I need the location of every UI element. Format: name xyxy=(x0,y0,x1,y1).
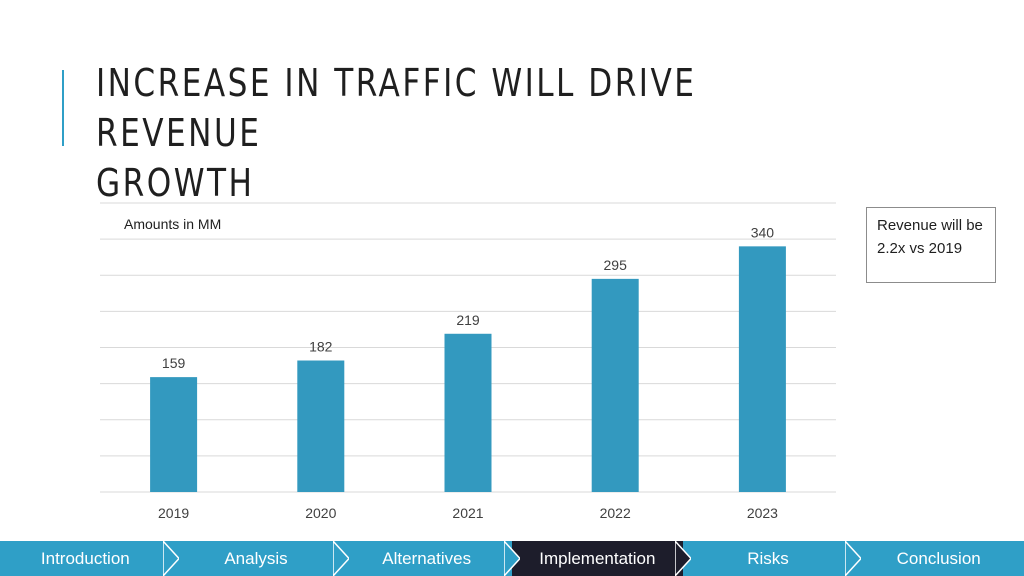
chart-data-labels: 159 182 219 295 340 xyxy=(162,224,774,371)
chart-bar-2023 xyxy=(738,246,786,492)
chart-data-label-2023: 340 xyxy=(751,224,775,240)
revenue-bar-chart: 159 182 219 295 340 2019 2020 2021 2022 2023 Amo… xyxy=(100,202,836,521)
nav-tab-risks[interactable]: Risks xyxy=(682,541,862,576)
nav-tab-conclusion[interactable]: Conclusion xyxy=(853,541,1024,576)
chart-data-label-2019: 159 xyxy=(162,355,186,371)
chart-bar-2021 xyxy=(444,333,492,492)
chart-x-tick-2022: 2022 xyxy=(600,505,631,521)
section-navigation-bar: Introduction Analysis Alternatives Implemen… xyxy=(0,541,1024,576)
title-accent-bar xyxy=(62,70,64,146)
chart-bars xyxy=(150,246,786,492)
chevron-right-icon xyxy=(504,541,521,576)
slide-title-line-2: GROWTH xyxy=(96,161,255,205)
nav-tab-analysis[interactable]: Analysis xyxy=(170,541,350,576)
chart-bar-2022 xyxy=(591,278,639,492)
chevron-right-icon xyxy=(162,541,179,576)
chart-x-tick-2019: 2019 xyxy=(158,505,189,521)
chart-data-label-2020: 182 xyxy=(309,339,333,355)
chart-amounts-annotation: Amounts in MM xyxy=(124,216,221,232)
chart-x-tick-2023: 2023 xyxy=(747,505,778,521)
chart-x-tick-2021: 2021 xyxy=(452,505,483,521)
chart-data-label-2022: 295 xyxy=(604,257,628,273)
chart-data-label-2021: 219 xyxy=(456,312,480,328)
chart-bar-2019 xyxy=(150,377,198,492)
nav-tab-alternatives[interactable]: Alternatives xyxy=(341,541,521,576)
nav-tab-label: Implementation xyxy=(539,548,656,568)
chevron-right-icon xyxy=(333,541,350,576)
nav-tab-label: Analysis xyxy=(224,548,288,568)
nav-tab-label: Alternatives xyxy=(382,548,472,568)
chevron-right-icon xyxy=(845,541,862,576)
nav-tab-label: Introduction xyxy=(40,548,130,568)
slide-title-line-1: INCREASE IN TRAFFIC WILL DRIVE REVENUE xyxy=(96,61,697,155)
chart-x-tick-labels: 2019 2020 2021 2022 2023 xyxy=(158,505,778,521)
nav-tab-label: Conclusion xyxy=(896,548,981,568)
revenue-callout-box: Revenue will be 2.2x vs 2019 xyxy=(866,207,996,283)
nav-tab-label: Risks xyxy=(747,548,789,568)
slide-title: INCREASE IN TRAFFIC WILL DRIVE REVENUE G… xyxy=(96,58,719,208)
nav-tab-introduction[interactable]: Introduction xyxy=(0,541,179,576)
chart-x-tick-2020: 2020 xyxy=(305,505,336,521)
chevron-right-icon xyxy=(674,541,691,576)
nav-tab-implementation[interactable]: Implementation xyxy=(512,541,691,576)
chart-bar-2020 xyxy=(297,360,345,492)
